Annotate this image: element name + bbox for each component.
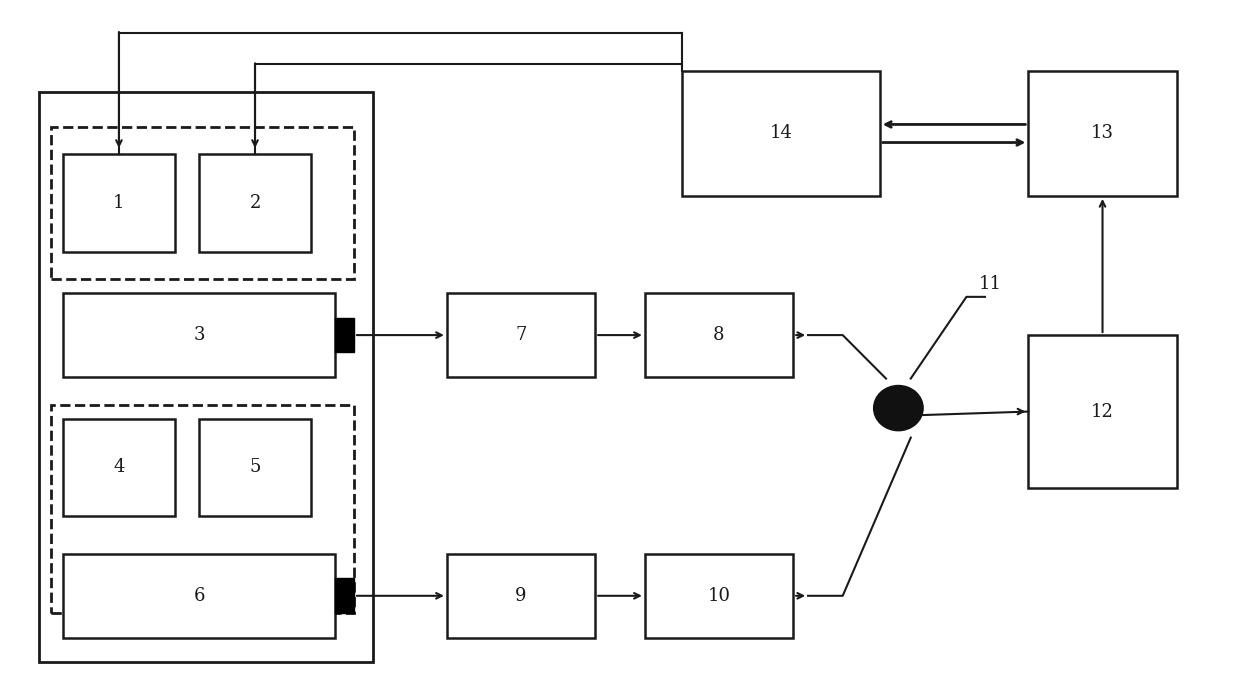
Bar <box>63 419 175 516</box>
Bar <box>645 554 794 637</box>
Text: 8: 8 <box>713 326 724 344</box>
Text: 6: 6 <box>193 587 205 604</box>
Bar <box>1028 335 1177 488</box>
Bar <box>682 71 880 196</box>
Bar <box>51 405 353 613</box>
Bar <box>200 419 311 516</box>
Text: 14: 14 <box>769 124 792 142</box>
Text: 10: 10 <box>708 587 730 604</box>
Ellipse shape <box>874 385 923 431</box>
Text: 4: 4 <box>113 458 124 476</box>
Bar <box>63 154 175 252</box>
Bar <box>51 126 353 279</box>
Text: 11: 11 <box>978 276 1002 293</box>
Text: 1: 1 <box>113 194 125 212</box>
Bar <box>446 554 595 637</box>
Bar <box>645 293 794 377</box>
Text: 7: 7 <box>516 326 527 344</box>
Bar <box>63 554 336 637</box>
Bar <box>446 293 595 377</box>
Bar <box>200 154 311 252</box>
Bar <box>336 318 353 352</box>
Bar <box>38 91 372 662</box>
Text: 3: 3 <box>193 326 205 344</box>
Bar <box>336 579 353 613</box>
Bar <box>63 293 336 377</box>
Bar <box>1028 71 1177 196</box>
Text: 2: 2 <box>249 194 260 212</box>
Text: 12: 12 <box>1091 403 1114 421</box>
Text: 9: 9 <box>516 587 527 604</box>
Text: 5: 5 <box>249 458 260 476</box>
Text: 13: 13 <box>1091 124 1114 142</box>
